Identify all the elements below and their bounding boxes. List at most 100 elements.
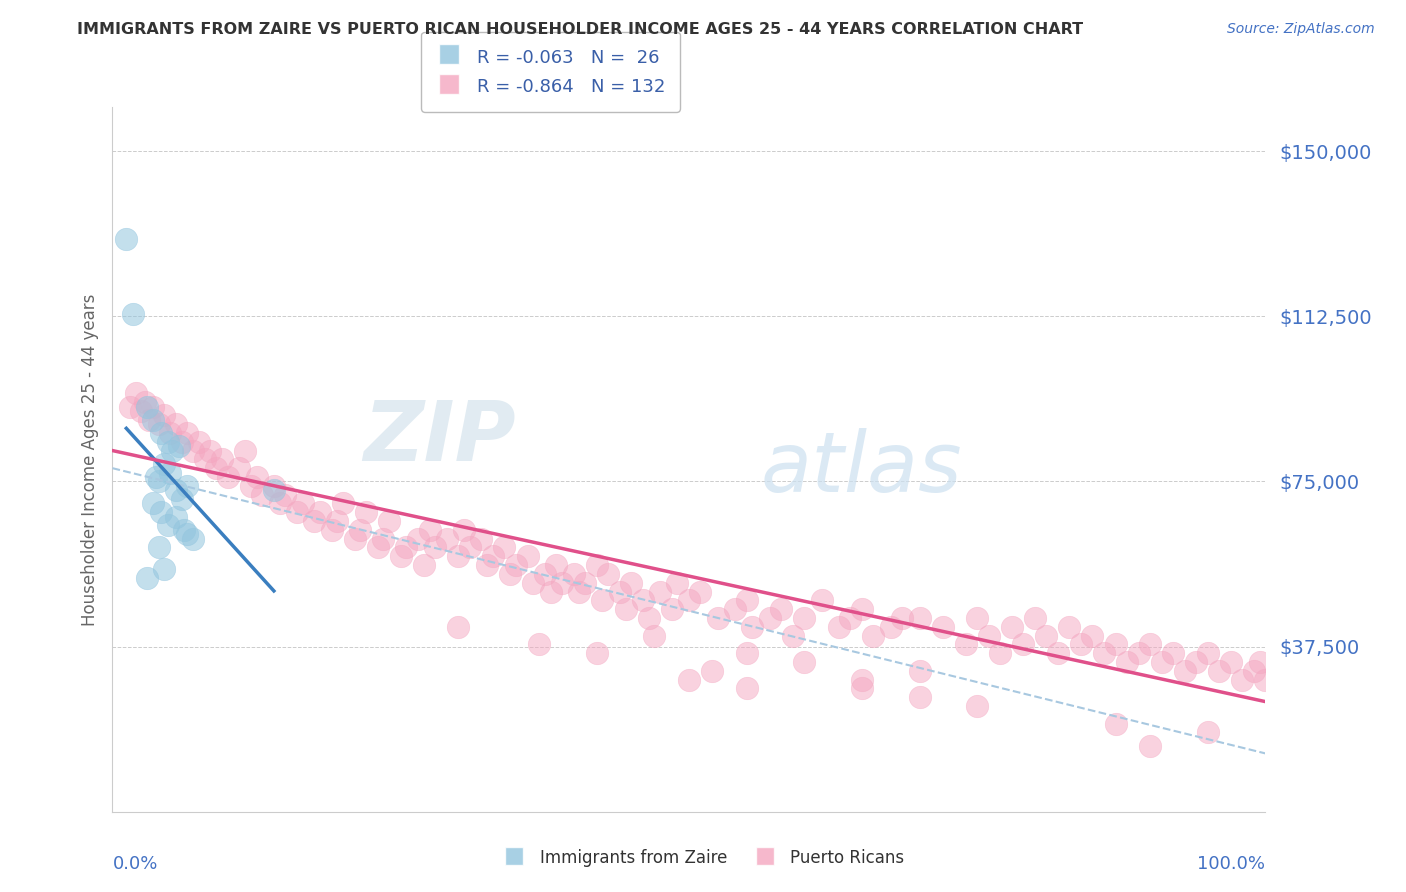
Point (181, 443, 204, 458)
Point (770, 602, 793, 616)
Point (931, 620, 953, 634)
Point (153, 457, 176, 471)
Point (735, 593, 758, 607)
Point (1035, 628, 1057, 642)
Point (153, 409, 176, 423)
Point (246, 470, 269, 484)
Point (291, 496, 314, 510)
Point (343, 532, 366, 546)
Legend: R = -0.063   N =  26, R = -0.864   N = 132: R = -0.063 N = 26, R = -0.864 N = 132 (422, 31, 681, 112)
Point (637, 611, 659, 625)
Point (1254, 673, 1277, 687)
Point (148, 417, 170, 432)
Point (643, 628, 665, 642)
Point (269, 496, 291, 510)
Point (650, 584, 672, 599)
Point (1139, 637, 1161, 651)
Point (436, 532, 458, 546)
Point (494, 541, 516, 555)
Point (1219, 655, 1241, 669)
Point (378, 514, 401, 528)
Point (233, 443, 256, 458)
Point (1092, 646, 1115, 660)
Point (585, 646, 607, 660)
Point (373, 532, 395, 546)
Point (263, 483, 285, 498)
Point (169, 439, 191, 453)
Point (447, 549, 470, 564)
Point (1150, 655, 1173, 669)
Point (828, 620, 851, 634)
Point (159, 425, 181, 440)
Point (176, 425, 198, 440)
Point (425, 541, 447, 555)
Point (406, 532, 429, 546)
Point (274, 487, 297, 501)
Point (1185, 655, 1208, 669)
Point (115, 232, 138, 246)
Point (1070, 637, 1092, 651)
Point (217, 470, 239, 484)
Point (724, 602, 747, 616)
Point (598, 566, 620, 581)
Point (966, 611, 988, 625)
Point (1116, 655, 1139, 669)
Point (134, 395, 156, 409)
Point (540, 584, 562, 599)
Point (741, 620, 763, 634)
Point (263, 479, 285, 493)
Point (678, 593, 700, 607)
Point (153, 562, 176, 576)
Point (631, 593, 654, 607)
Text: 0.0%: 0.0% (112, 855, 157, 873)
Point (1081, 628, 1104, 642)
Point (880, 620, 903, 634)
Point (585, 558, 607, 573)
Point (862, 628, 884, 642)
Point (482, 549, 505, 564)
Point (170, 491, 193, 506)
Point (321, 523, 343, 537)
Point (620, 575, 643, 590)
Point (148, 475, 170, 489)
Point (793, 611, 815, 625)
Point (176, 527, 198, 541)
Point (522, 575, 544, 590)
Point (138, 413, 160, 427)
Point (1046, 646, 1069, 660)
Point (239, 479, 262, 493)
Point (1001, 620, 1024, 634)
Point (309, 505, 332, 519)
Point (1104, 637, 1126, 651)
Point (1197, 646, 1219, 660)
Point (614, 602, 637, 616)
Point (609, 584, 631, 599)
Point (966, 699, 988, 714)
Point (181, 532, 204, 546)
Point (470, 532, 492, 546)
Point (1139, 739, 1161, 753)
Point (735, 646, 758, 660)
Point (148, 541, 170, 555)
Point (568, 584, 591, 599)
Point (562, 566, 585, 581)
Point (499, 566, 522, 581)
Point (839, 611, 862, 625)
Legend: Immigrants from Zaire, Puerto Ricans: Immigrants from Zaire, Puerto Ricans (495, 841, 911, 875)
Point (977, 628, 1000, 642)
Point (1128, 646, 1150, 660)
Point (534, 566, 557, 581)
Point (165, 509, 187, 524)
Point (170, 434, 193, 449)
Point (782, 628, 804, 642)
Point (211, 452, 233, 467)
Point (707, 611, 730, 625)
Point (908, 690, 931, 705)
Point (1024, 611, 1046, 625)
Point (1249, 655, 1271, 669)
Point (453, 523, 475, 537)
Point (173, 523, 195, 537)
Point (412, 558, 434, 573)
Point (176, 479, 198, 493)
Point (122, 307, 145, 321)
